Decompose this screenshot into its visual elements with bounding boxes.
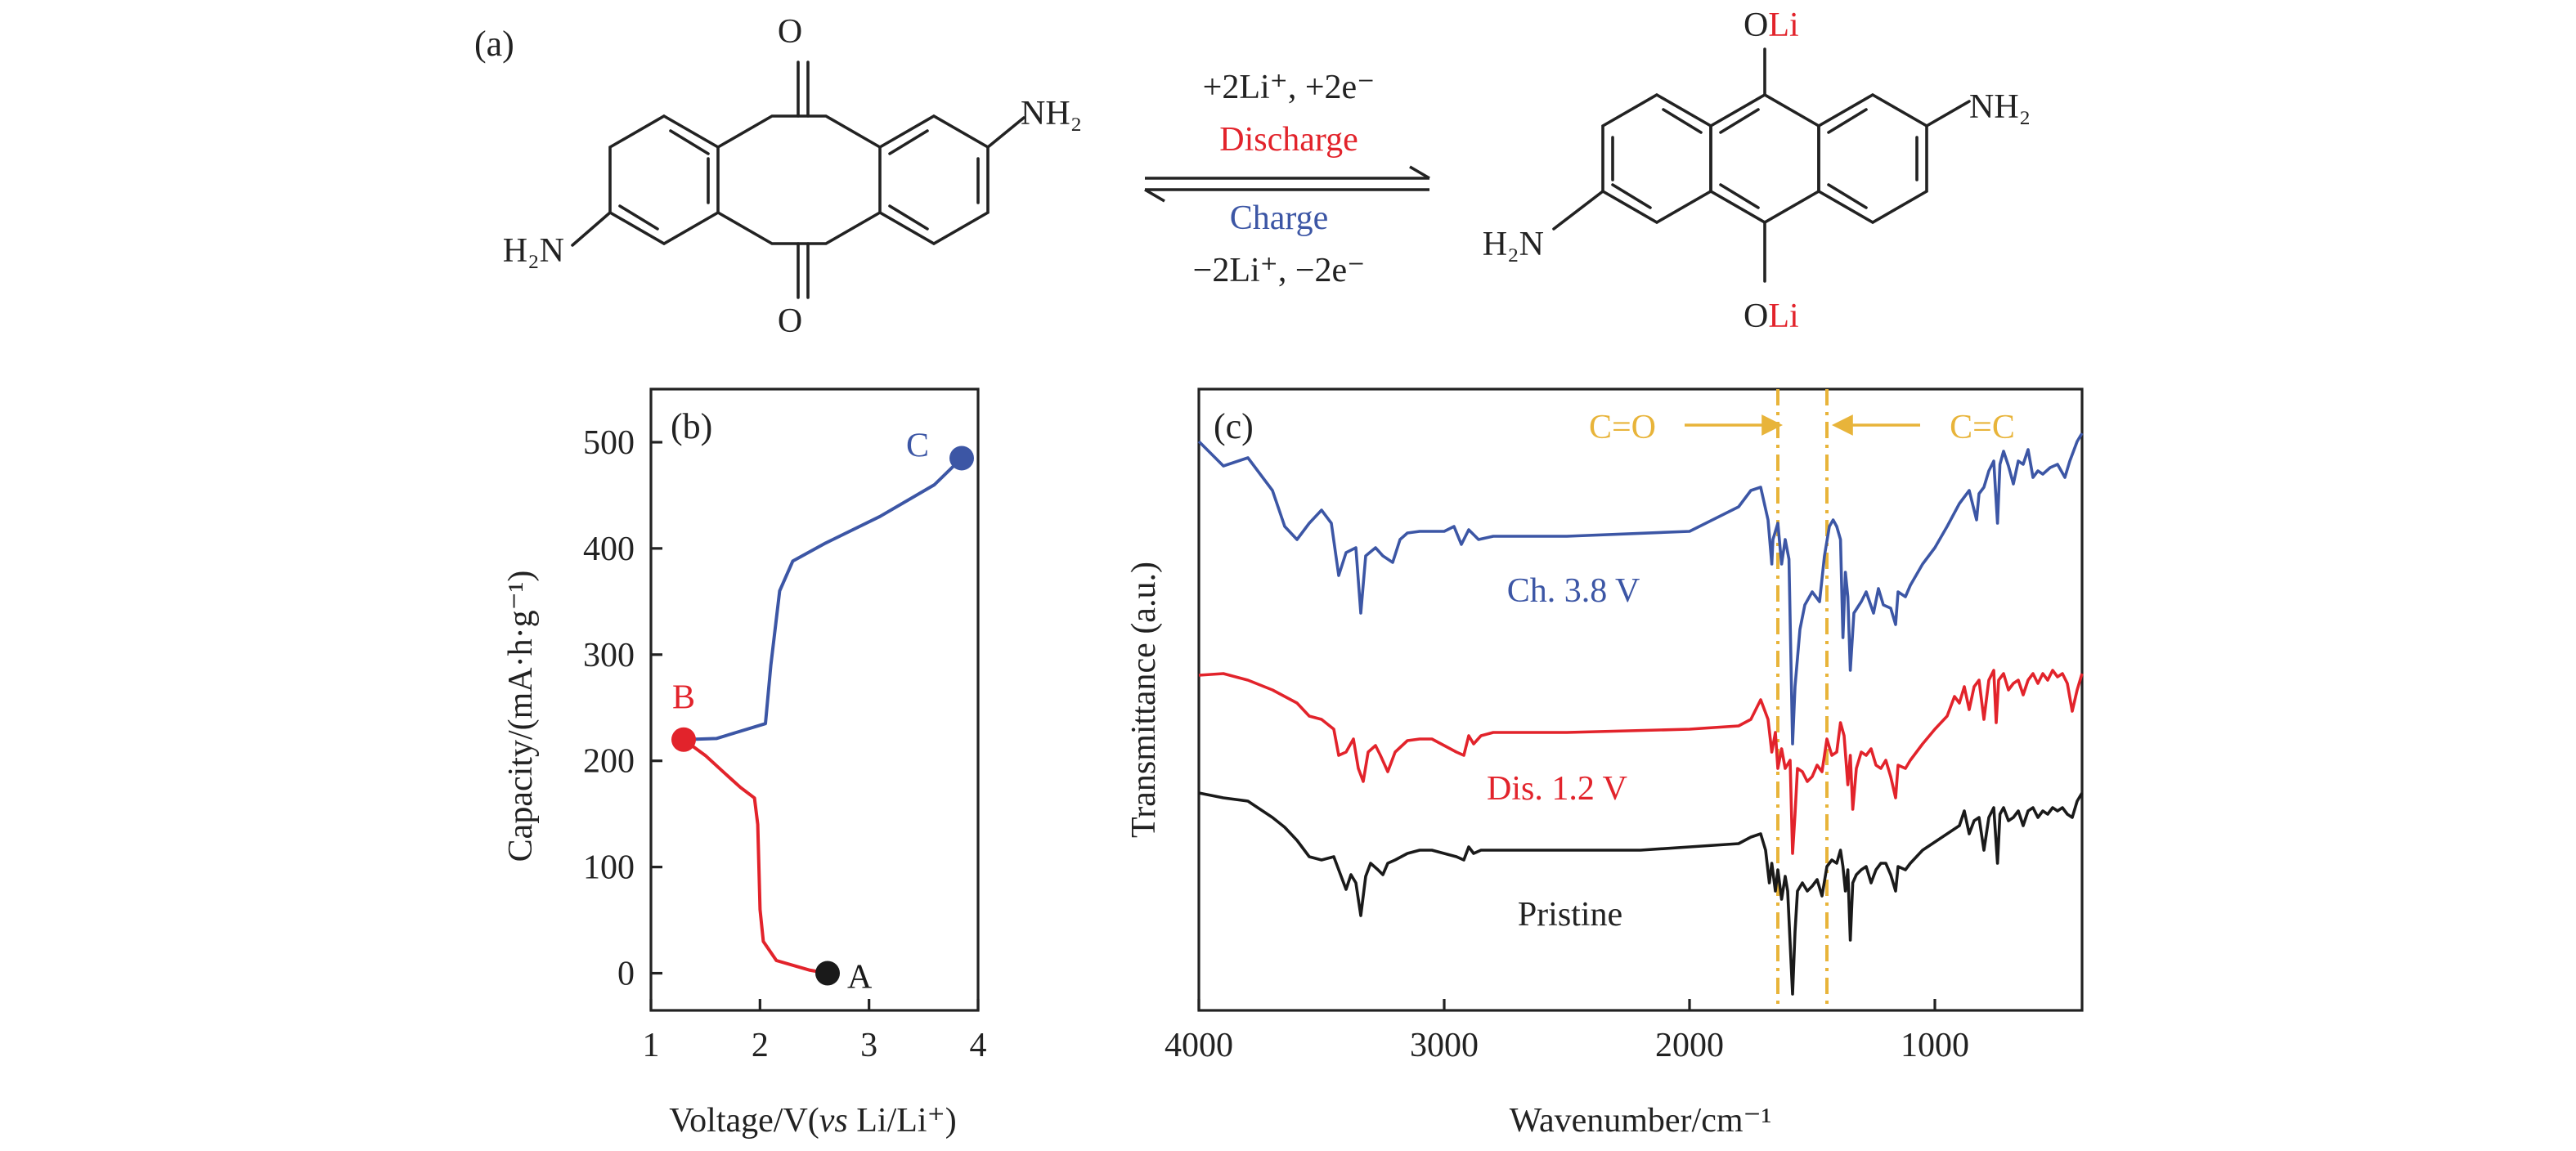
left-middle-top <box>716 114 882 149</box>
panel-b-plot-frame <box>649 387 980 1012</box>
forward-arrow-head <box>1409 165 1430 180</box>
panel-c-series-line-2 <box>1198 791 2084 996</box>
panel-c-series <box>1197 432 2084 996</box>
panel-c-plot-frame <box>1197 387 2084 1012</box>
panel-b-x-tick-label: 2 <box>752 1027 769 1064</box>
panel-c-series-line-1 <box>1198 669 2084 855</box>
left-ring-c-double-3 <box>888 204 929 231</box>
panel-b-point-c <box>949 446 974 471</box>
right-top-oxygen: OLi <box>1744 7 1799 44</box>
right-ring-b <box>1709 92 1820 225</box>
right-ring-a <box>1601 92 1712 225</box>
right-h2n-bond <box>1552 190 1604 231</box>
reverse-conditions: −2Li⁺, −2e⁻ <box>1193 252 1366 289</box>
right-ring-c-double-3 <box>1827 183 1868 209</box>
panel-c-x-axis-label: Wavenumber/cm⁻¹ <box>1510 1102 1772 1140</box>
right-h2n-label: H₂N <box>1483 226 1544 263</box>
left-nh2-label: NH₂ <box>1021 95 1082 132</box>
left-nh2-bond <box>986 116 1025 149</box>
series-label-charge: Ch. 3.8 V <box>1507 572 1640 610</box>
equilibrium-arrows <box>1144 165 1430 203</box>
panel-b-x-tick-label: 3 <box>860 1027 877 1064</box>
panel-b-point-label-a: A <box>847 959 873 996</box>
panel-c-chart: (c) 4000 3000 2000 1000 C=O C=C Ch. 3.8 V D… <box>1125 387 2084 1140</box>
right-bottom-li: Li <box>1768 298 1798 335</box>
right-ring-c <box>1817 92 1928 225</box>
panel-c-reference-lines <box>1776 389 1829 1010</box>
left-molecule-structure <box>571 60 1025 299</box>
panel-b-y-axis-label: Capacity/(mA·h·g⁻¹) <box>502 571 540 862</box>
left-bottom-oxygen: O <box>778 302 802 340</box>
forward-conditions: +2Li⁺, +2e⁻ <box>1203 69 1376 106</box>
right-molecule-structure <box>1552 47 1971 283</box>
panel-b-x-tick-label: 1 <box>643 1027 660 1064</box>
panel-b-label: (b) <box>671 406 712 446</box>
panel-b-xlabel-suffix: Li/Li⁺) <box>848 1102 957 1140</box>
left-top-oxygen: O <box>778 13 802 51</box>
right-nh2-label: NH₂ <box>1969 88 2031 126</box>
panel-b-xlabel-italic: vs <box>819 1102 848 1140</box>
right-ring-a-double-1 <box>1662 108 1703 134</box>
right-ring-b-double-1 <box>1719 108 1760 134</box>
left-ring-c-double-1 <box>888 129 929 155</box>
series-label-discharge: Dis. 1.2 V <box>1487 770 1627 808</box>
left-ring-a-double-2 <box>618 204 659 231</box>
panel-a-reaction: (a) O O NH₂ H₂N <box>474 7 2031 340</box>
panel-b-point-a <box>815 961 840 986</box>
left-h2n-label: H₂N <box>503 232 564 270</box>
panel-c-label: (c) <box>1214 406 1254 446</box>
discharge-label: Discharge <box>1219 121 1358 159</box>
panel-b-point-label-c: C <box>906 427 929 464</box>
left-ring-a-double-1 <box>669 129 710 155</box>
panel-a-label: (a) <box>474 24 514 64</box>
panel-b-x-tick-label: 4 <box>970 1027 987 1064</box>
panel-b-point-b <box>671 727 696 752</box>
right-nh2-bond <box>1925 100 1971 128</box>
panel-b-y-tick-label: 300 <box>583 637 635 674</box>
panel-c-series-line-0 <box>1197 432 2084 746</box>
panel-c-x-tick-label: 3000 <box>1410 1027 1479 1064</box>
panel-b-series-line-0 <box>682 738 828 975</box>
panel-c-y-axis-label: Transmittance (a.u.) <box>1125 562 1163 838</box>
annotation-c-c-arrow-head <box>1831 414 1853 436</box>
left-middle-bottom <box>716 211 882 245</box>
annotation-c-c-arrow <box>1831 414 1920 436</box>
panel-b-y-tick-label: 400 <box>583 531 635 568</box>
panel-b-series <box>682 456 963 975</box>
annotation-c-c: C=C <box>1950 409 2015 446</box>
left-ring-c <box>878 114 990 246</box>
panel-c-ticks: 4000 3000 2000 1000 <box>1165 999 1969 1064</box>
panel-b-y-tick-label: 0 <box>617 956 635 993</box>
panel-c-x-tick-label: 1000 <box>1901 1027 1969 1064</box>
panel-b-point-label-b: B <box>672 679 695 717</box>
left-ring-a <box>608 114 720 246</box>
panel-b-y-tick-label: 100 <box>583 849 635 887</box>
panel-b-y-tick-label: 500 <box>583 424 635 462</box>
panel-b-series-line-1 <box>683 456 963 741</box>
panel-b-xlabel-prefix: Voltage/V( <box>669 1102 819 1140</box>
annotation-c-o-arrow <box>1685 414 1784 436</box>
series-label-pristine: Pristine <box>1518 896 1622 934</box>
panel-c-x-tick-label: 4000 <box>1165 1027 1233 1064</box>
reverse-arrow-head <box>1144 188 1165 203</box>
right-top-o: O <box>1744 7 1768 44</box>
panel-b-y-tick-label: 200 <box>583 743 635 781</box>
panel-c-x-tick-label: 2000 <box>1655 1027 1724 1064</box>
right-bottom-o: O <box>1744 298 1768 335</box>
panel-b-chart: (b) 1 2 3 4 0 100 200 300 400 500 A B C Voltage/V(v… <box>502 387 987 1140</box>
panel-b-markers: A B C <box>671 427 974 996</box>
annotation-c-o-arrow-head <box>1761 414 1784 436</box>
left-h2n-bond <box>571 211 612 247</box>
right-ring-a-double-2 <box>1611 183 1652 209</box>
charge-label: Charge <box>1230 199 1329 237</box>
panel-b-x-axis-label: Voltage/V(vs Li/Li⁺) <box>669 1102 957 1140</box>
annotation-c-o: C=O <box>1589 409 1656 446</box>
panel-b-ticks: 1 2 3 4 0 100 200 300 400 500 <box>583 424 987 1064</box>
right-top-li: Li <box>1768 7 1798 44</box>
right-ring-b-double-2 <box>1719 183 1760 209</box>
right-bottom-oxygen: OLi <box>1744 298 1799 335</box>
right-ring-c-double-1 <box>1827 108 1868 134</box>
